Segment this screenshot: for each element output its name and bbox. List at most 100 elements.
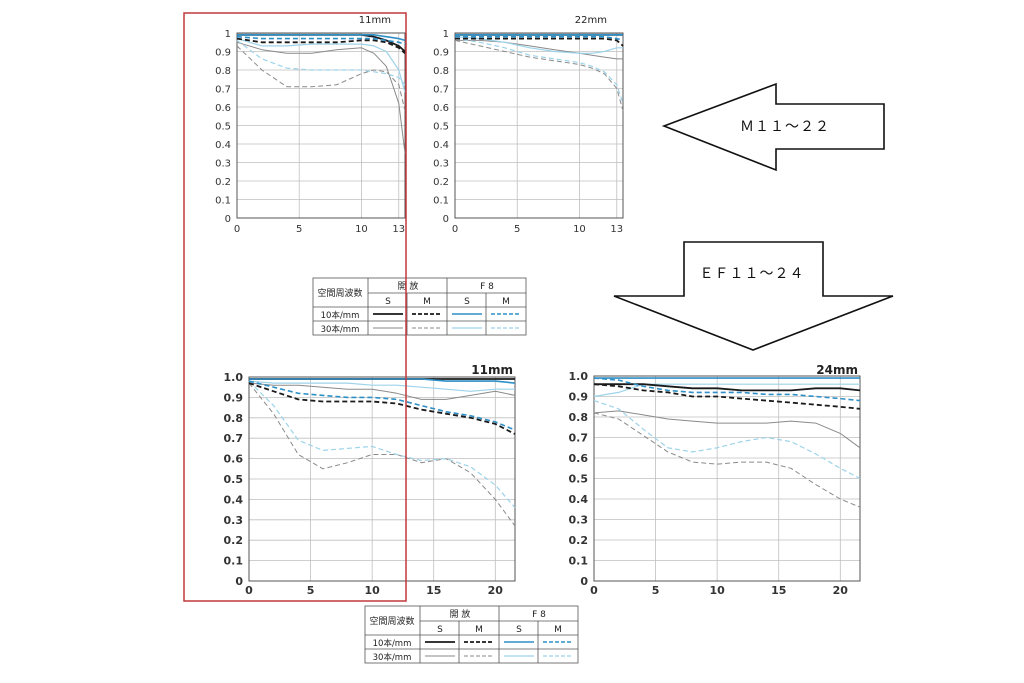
series-line-4 — [236, 41, 406, 154]
y-tick-label: 0.5 — [569, 473, 589, 486]
series-line-7 — [593, 400, 861, 480]
series-line-1 — [248, 382, 516, 435]
y-tick-label: 0 — [235, 575, 243, 588]
y-tick-label: 0.7 — [569, 432, 589, 445]
series-line-7 — [236, 39, 406, 86]
series-line-5 — [236, 45, 406, 111]
y-tick-label: 0.3 — [224, 514, 244, 527]
x-tick-label: 0 — [245, 584, 253, 597]
x-tick-label: 5 — [652, 584, 660, 597]
y-tick-label: 0.2 — [224, 534, 244, 547]
series-line-6 — [248, 380, 515, 392]
legend-freq-header: 空間周波数 — [317, 287, 362, 299]
legend-table-top: 空間周波数 開 放 F 8 S M S M 10本/mm 30本/mm — [312, 277, 527, 336]
x-tick-label: 13 — [610, 224, 623, 235]
y-tick-label: 0.1 — [215, 196, 231, 207]
y-tick-label: 0 — [225, 214, 231, 225]
y-tick-label: 1.0 — [569, 370, 589, 383]
y-tick-label: 0.1 — [569, 555, 589, 568]
plot-frame — [236, 32, 406, 219]
series-line-5 — [454, 39, 624, 111]
legend-row-10lp: 10本/mm — [373, 638, 412, 649]
y-tick-label: 0.3 — [433, 159, 449, 170]
chart-title: 24mm — [816, 363, 858, 377]
x-tick-label: 13 — [392, 224, 405, 235]
series-line-6 — [454, 36, 623, 54]
y-tick-label: 0.8 — [569, 411, 589, 424]
series-line-4 — [455, 39, 623, 60]
series-line-2 — [249, 378, 516, 384]
legend-row-10lp: 10本/mm — [321, 310, 360, 321]
series-line-3 — [236, 35, 406, 45]
x-tick-label: 5 — [296, 224, 302, 235]
y-tick-label: 0.4 — [569, 493, 589, 506]
legend-table-bottom: 空間周波数 開 放 F 8 S M S M 10本/mm 30本/mm — [364, 605, 579, 664]
y-tick-label: 0.4 — [224, 493, 244, 506]
ef-lens-arrow: ＥＦ１１～２４ — [613, 241, 894, 351]
left-arrow-shape — [661, 82, 885, 172]
chart-title: 11mm — [471, 363, 513, 377]
x-tick-label: 5 — [307, 584, 315, 597]
x-tick-label: 0 — [452, 224, 458, 235]
y-tick-label: 0.5 — [433, 122, 449, 133]
series-line-0 — [594, 383, 861, 392]
y-tick-label: 1.0 — [224, 371, 244, 384]
series-line-5 — [593, 412, 861, 508]
series-line-6 — [236, 38, 406, 93]
m-lens-label: Ｍ１１～２２ — [740, 119, 830, 135]
legend-s-label: S — [437, 625, 443, 635]
x-tick-label: 5 — [514, 224, 520, 235]
x-tick-label: 10 — [709, 584, 725, 597]
down-arrow-shape — [613, 241, 894, 351]
x-tick-label: 20 — [488, 584, 504, 597]
y-tick-label: 0.9 — [569, 391, 589, 404]
y-tick-label: 0.8 — [224, 412, 244, 425]
y-tick-label: 0.8 — [215, 66, 231, 77]
legend-border — [312, 277, 527, 336]
y-tick-label: 0.6 — [224, 453, 244, 466]
y-tick-label: 0.2 — [569, 534, 589, 547]
x-tick-label: 15 — [771, 584, 786, 597]
x-tick-label: 10 — [573, 224, 586, 235]
y-tick-label: 0.4 — [433, 140, 449, 151]
legend-freq-header: 空間周波数 — [369, 615, 414, 627]
y-tick-label: 0.2 — [433, 177, 449, 188]
y-tick-label: 0.3 — [569, 514, 589, 527]
legend-s-label: S — [464, 297, 470, 307]
series-line-3 — [593, 377, 861, 402]
chart-ef-24mm: 0 0.1 0.2 0.3 0.4 0.5 0.6 0.7 0.8 0.9 1.0 0 5 10 15 20 2… — [569, 363, 861, 597]
chart-title: 11mm — [359, 15, 391, 26]
x-tick-label: 15 — [426, 584, 441, 597]
y-tick-label: 0.8 — [433, 66, 449, 77]
legend-row-30lp: 30本/mm — [321, 324, 360, 335]
m-lens-arrow: Ｍ１１～２２ — [661, 82, 885, 172]
legend-open-header: 開 放 — [398, 280, 419, 292]
series-line-4 — [593, 410, 861, 449]
y-tick-label: 1 — [225, 29, 231, 40]
legend-s-label: S — [385, 297, 391, 307]
plot-frame — [454, 32, 624, 219]
plot-frame — [248, 376, 516, 582]
y-tick-label: 0.2 — [215, 177, 231, 188]
legend-f8-header: F 8 — [532, 610, 546, 620]
legend-s-label: S — [516, 625, 522, 635]
series-line-1 — [593, 383, 861, 410]
legend-open-header: 開 放 — [450, 608, 471, 620]
y-tick-label: 0.6 — [215, 103, 231, 114]
chart-title: 22mm — [575, 15, 607, 26]
x-tick-label: 0 — [234, 224, 240, 235]
y-tick-label: 0.6 — [433, 103, 449, 114]
legend-m-label: M — [554, 625, 562, 635]
x-tick-label: 10 — [355, 224, 368, 235]
y-tick-label: 0.4 — [215, 140, 231, 151]
y-tick-label: 0.1 — [433, 196, 449, 207]
y-tick-label: 0.5 — [215, 122, 231, 133]
y-tick-label: 0.3 — [215, 159, 231, 170]
y-tick-label: 1 — [443, 29, 449, 40]
x-tick-label: 10 — [364, 584, 380, 597]
series-line-7 — [248, 380, 516, 508]
y-tick-label: 0.7 — [224, 432, 244, 445]
series-line-3 — [455, 35, 624, 42]
series-line-7 — [454, 38, 624, 104]
